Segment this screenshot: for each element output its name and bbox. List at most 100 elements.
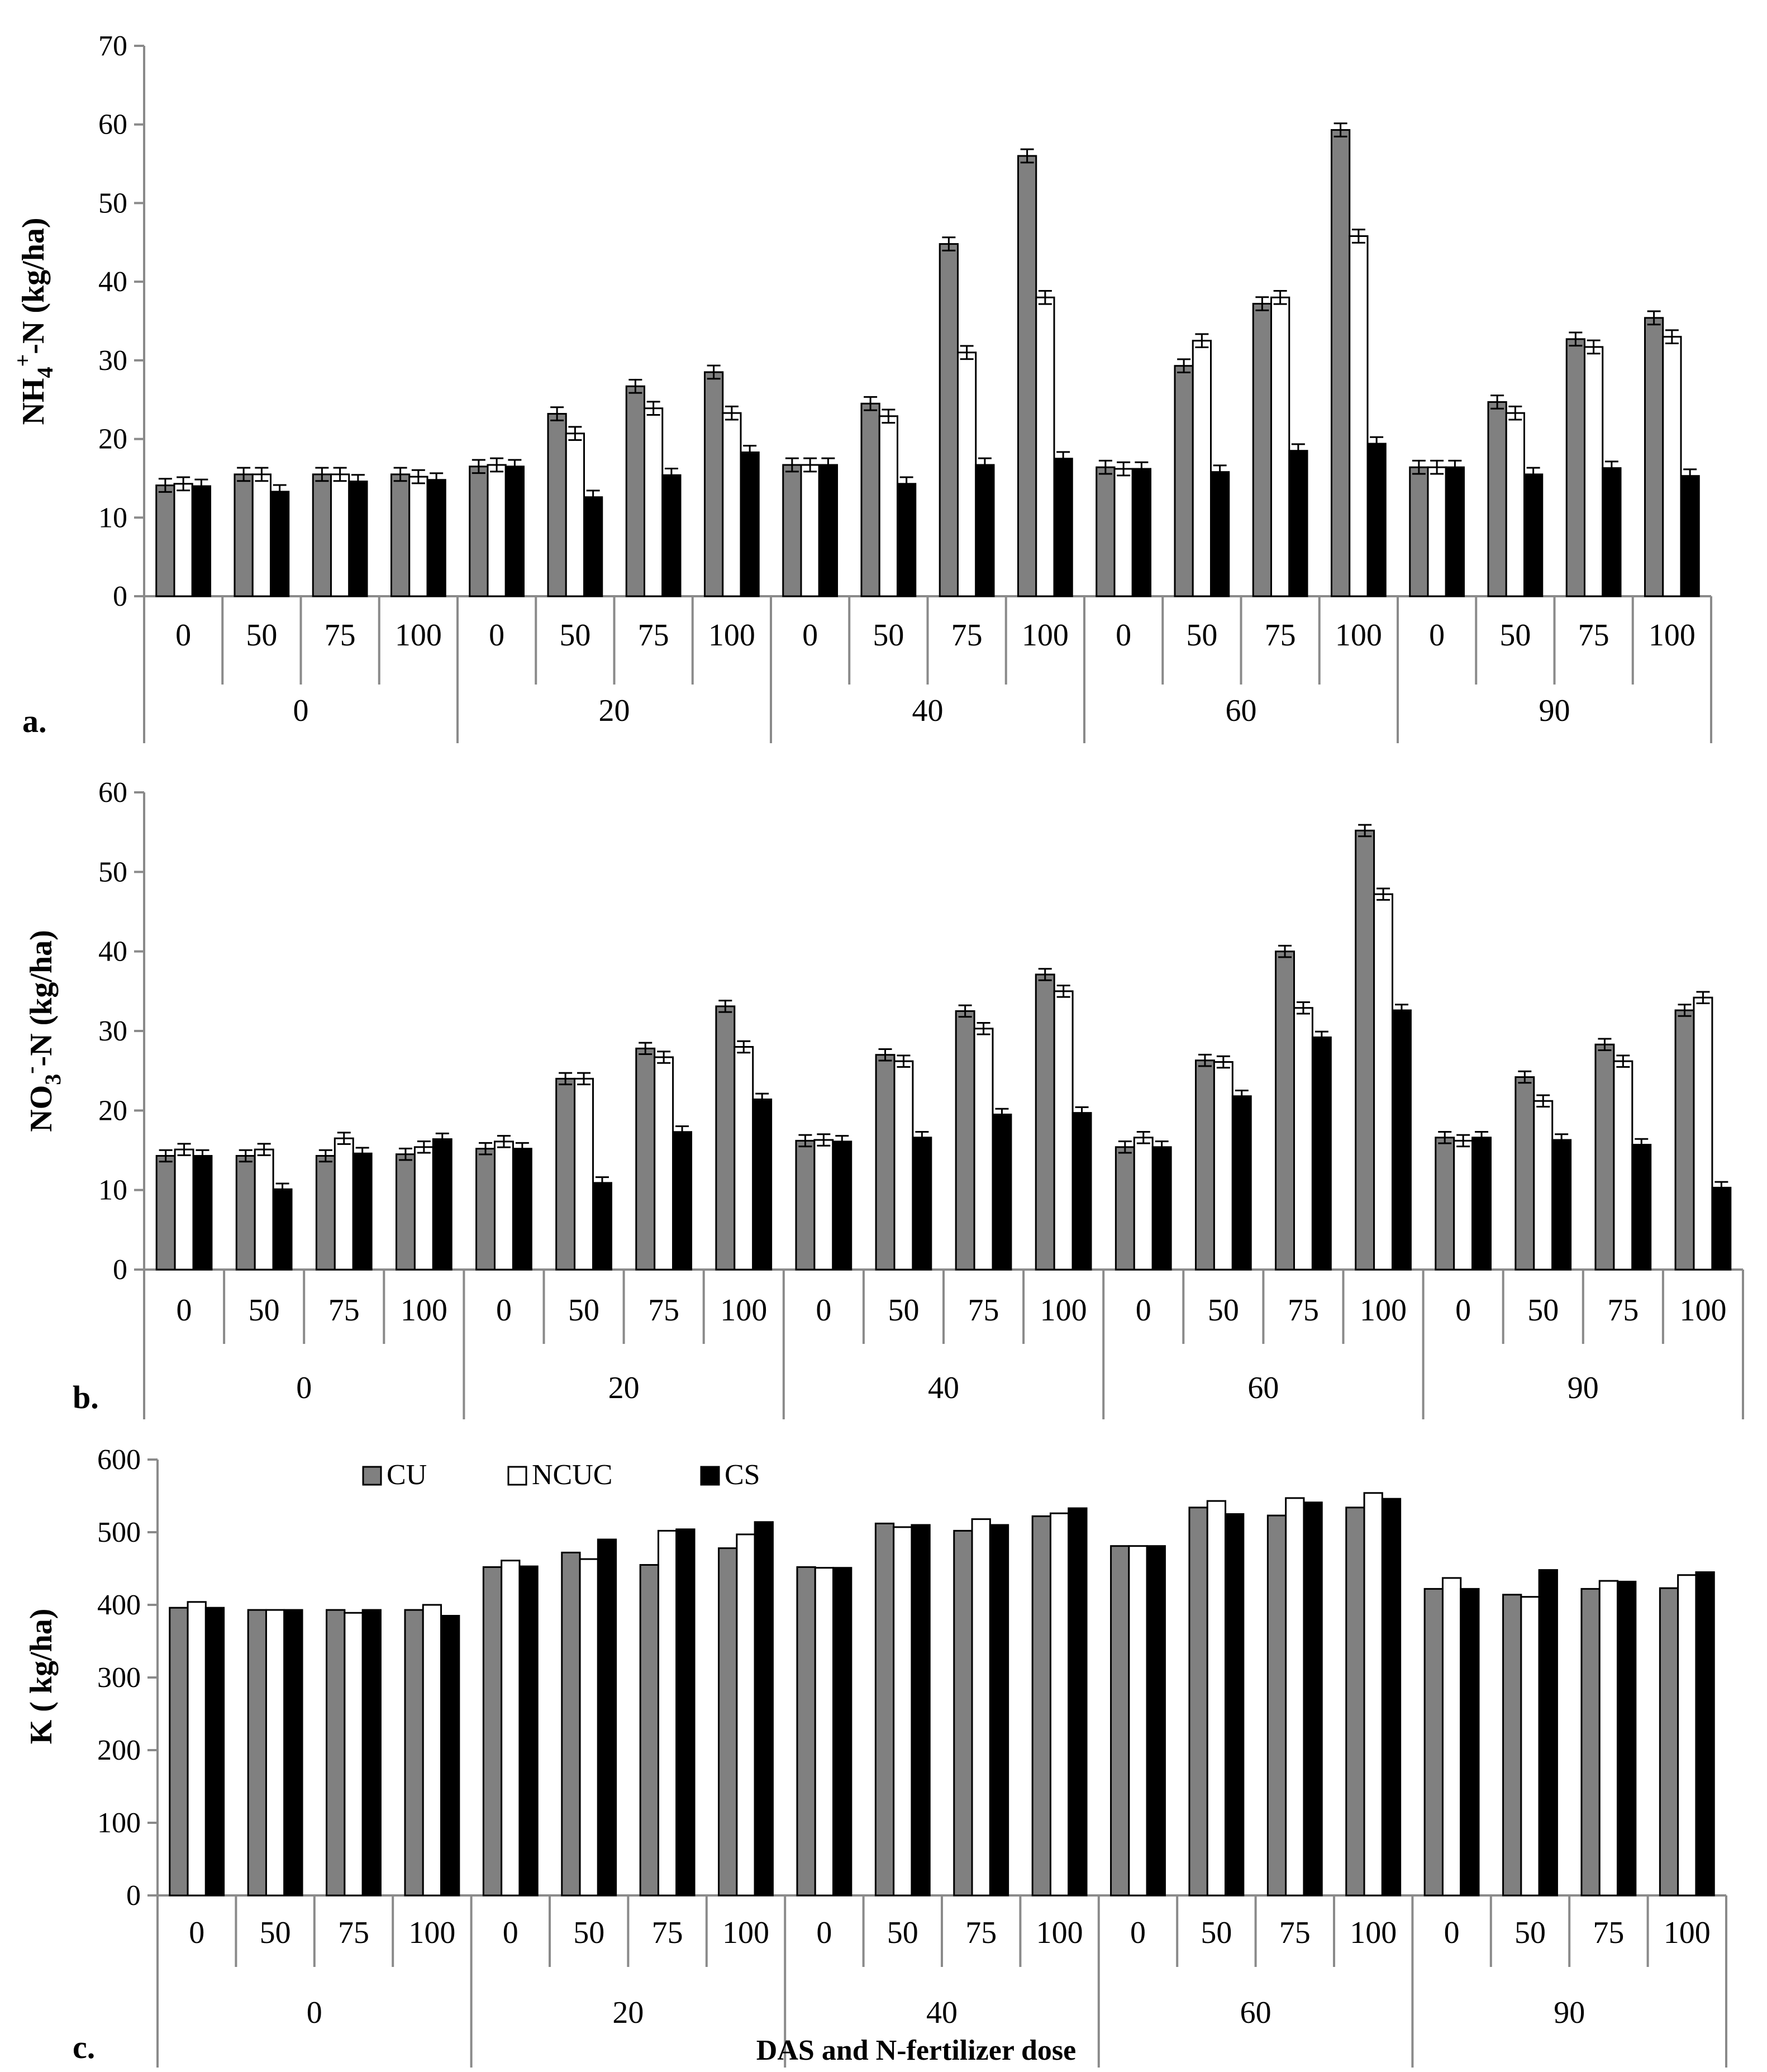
bar-cu	[1035, 973, 1055, 1271]
bar-cs	[1551, 1139, 1572, 1271]
bar-cs	[911, 1524, 931, 1897]
y-tick-label: 600	[97, 1444, 141, 1476]
bar-ncuc	[254, 1148, 274, 1271]
bar-ncuc	[174, 1148, 194, 1271]
das-label: 40	[912, 693, 944, 728]
bar-cu	[404, 1609, 424, 1897]
bar-cu	[715, 1005, 736, 1271]
bar-cu	[1435, 1137, 1455, 1271]
bar-cs	[440, 1615, 460, 1897]
bar-cs	[283, 1609, 303, 1897]
bar-cu	[1115, 1146, 1135, 1271]
bar-ncuc	[973, 1028, 994, 1271]
dose-label: 0	[177, 1293, 192, 1328]
bar-ncuc	[574, 1077, 594, 1271]
y-tick-label: 300	[97, 1662, 141, 1694]
bar-ncuc	[1049, 1512, 1070, 1897]
dose-label: 50	[1201, 1916, 1232, 1950]
bar-ncuc	[1128, 1545, 1148, 1897]
bar-ncuc	[1520, 1596, 1540, 1897]
bar-cu	[326, 1609, 346, 1897]
bar-ncuc	[1583, 346, 1604, 597]
dose-label: 0	[816, 1293, 831, 1328]
bar-cs	[270, 491, 290, 597]
bar-cu	[1266, 1514, 1287, 1897]
bar-cs	[592, 1182, 612, 1271]
dose-label: 100	[1350, 1916, 1397, 1950]
dose-label: 100	[401, 1293, 447, 1328]
bar-cu	[234, 473, 254, 597]
bar-ncuc	[893, 1526, 913, 1897]
y-tick-label: 200	[97, 1734, 141, 1766]
bar-ncuc	[187, 1601, 207, 1897]
bar-cs	[992, 1113, 1012, 1271]
bar-cs	[1445, 466, 1465, 597]
bar-ncuc	[408, 476, 428, 597]
bar-cs	[675, 1528, 696, 1897]
bar-cs	[1303, 1501, 1323, 1897]
bar-ncuc	[814, 1567, 835, 1897]
bar-ncuc	[813, 1139, 834, 1271]
dose-label: 0	[1116, 618, 1131, 653]
das-label: 60	[1247, 1371, 1279, 1405]
dose-label: 100	[720, 1293, 767, 1328]
y-tick-label: 60	[98, 109, 127, 141]
bar-cu	[482, 1566, 503, 1897]
dose-label: 75	[1288, 1293, 1319, 1328]
bar-cs	[348, 481, 368, 597]
bar-cs	[1311, 1036, 1332, 1271]
bar-cu	[635, 1047, 656, 1271]
bar-cs	[512, 1148, 532, 1271]
bar-cs	[432, 1138, 453, 1271]
y-tick-label: 30	[98, 1015, 127, 1047]
dose-label: 0	[496, 1293, 512, 1328]
bar-cu	[1502, 1594, 1522, 1897]
y-axis-title: NO3--N (kg/ha)	[18, 930, 65, 1132]
bar-cu	[1174, 365, 1194, 597]
das-label: 40	[928, 1371, 959, 1405]
dose-label: 75	[338, 1916, 369, 1950]
bar-cs	[272, 1188, 293, 1271]
dose-label: 100	[1649, 618, 1695, 653]
bar-cs	[361, 1609, 382, 1897]
das-label: 40	[926, 1995, 958, 2030]
bar-ncuc	[1441, 1577, 1462, 1897]
dose-label: 0	[503, 1916, 518, 1950]
bar-cu	[1252, 303, 1272, 597]
bar-cs	[1695, 1571, 1715, 1897]
bar-cu	[1644, 317, 1664, 597]
y-tick-label: 60	[98, 777, 127, 809]
bar-ncuc	[1613, 1060, 1633, 1271]
bar-cu	[1330, 129, 1351, 597]
y-tick-label: 10	[98, 1175, 127, 1206]
bar-ncuc	[736, 1533, 756, 1897]
bar-cs	[1366, 443, 1387, 597]
das-label: 90	[1568, 1371, 1599, 1405]
y-tick-label: 400	[97, 1589, 141, 1621]
bar-cs	[1631, 1144, 1652, 1271]
bar-cu	[955, 1010, 975, 1271]
bar-cu	[874, 1522, 895, 1897]
bar-cs	[1151, 1146, 1172, 1271]
dose-label: 50	[1527, 1293, 1559, 1328]
dose-label: 100	[395, 618, 442, 653]
bar-cu	[1580, 1588, 1601, 1897]
das-label: 90	[1539, 693, 1570, 728]
dose-label: 50	[1186, 618, 1217, 653]
dose-label: 0	[1136, 1293, 1151, 1328]
dose-label: 0	[1444, 1916, 1460, 1950]
bar-cs	[1225, 1513, 1245, 1897]
y-tick-label: 10	[98, 502, 127, 534]
bar-cu	[390, 473, 411, 597]
bar-cs	[1711, 1186, 1732, 1271]
bar-cs	[1471, 1137, 1492, 1271]
das-label: 60	[1226, 693, 1257, 728]
bar-ncuc	[344, 1612, 364, 1897]
bar-ncuc	[893, 1060, 914, 1271]
bar-cu	[312, 473, 332, 597]
bar-cu	[1275, 951, 1295, 1271]
dose-label: 100	[1022, 618, 1069, 653]
bar-cs	[504, 465, 525, 597]
dose-label: 100	[708, 618, 755, 653]
